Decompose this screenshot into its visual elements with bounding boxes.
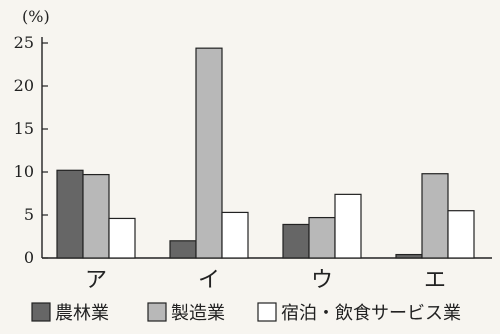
y-tick-label: 15	[14, 119, 34, 138]
legend-swatch	[147, 302, 167, 322]
category-label: ウ	[311, 268, 333, 293]
legend-swatch	[31, 302, 51, 322]
y-tick-label: 10	[14, 162, 34, 181]
category-label: エ	[424, 268, 446, 293]
y-tick-label: 20	[14, 76, 34, 95]
bar	[395, 253, 423, 259]
y-unit-label: (%)	[22, 7, 50, 26]
y-tick-label: 5	[24, 205, 34, 224]
category-label: ア	[85, 268, 107, 293]
bar	[195, 47, 223, 259]
legend: 農林業 製造業 宿泊・飲食サービス業	[31, 302, 461, 324]
bar	[421, 173, 449, 259]
y-tick-label: 25	[14, 33, 34, 52]
y-tick-label: 0	[24, 248, 34, 267]
bar	[308, 216, 336, 259]
bar	[447, 210, 475, 259]
category-label: イ	[198, 268, 220, 293]
bar	[56, 169, 84, 259]
bar	[82, 173, 110, 259]
legend-label: 農林業	[55, 303, 109, 324]
legend-label: 製造業	[171, 303, 225, 324]
bar	[169, 240, 197, 259]
bar	[221, 211, 249, 259]
legend-swatch	[257, 302, 277, 322]
legend-label: 宿泊・飲食サービス業	[281, 303, 461, 324]
bar	[334, 193, 362, 259]
bar	[282, 223, 310, 259]
bars	[56, 47, 475, 259]
bar	[108, 217, 136, 259]
